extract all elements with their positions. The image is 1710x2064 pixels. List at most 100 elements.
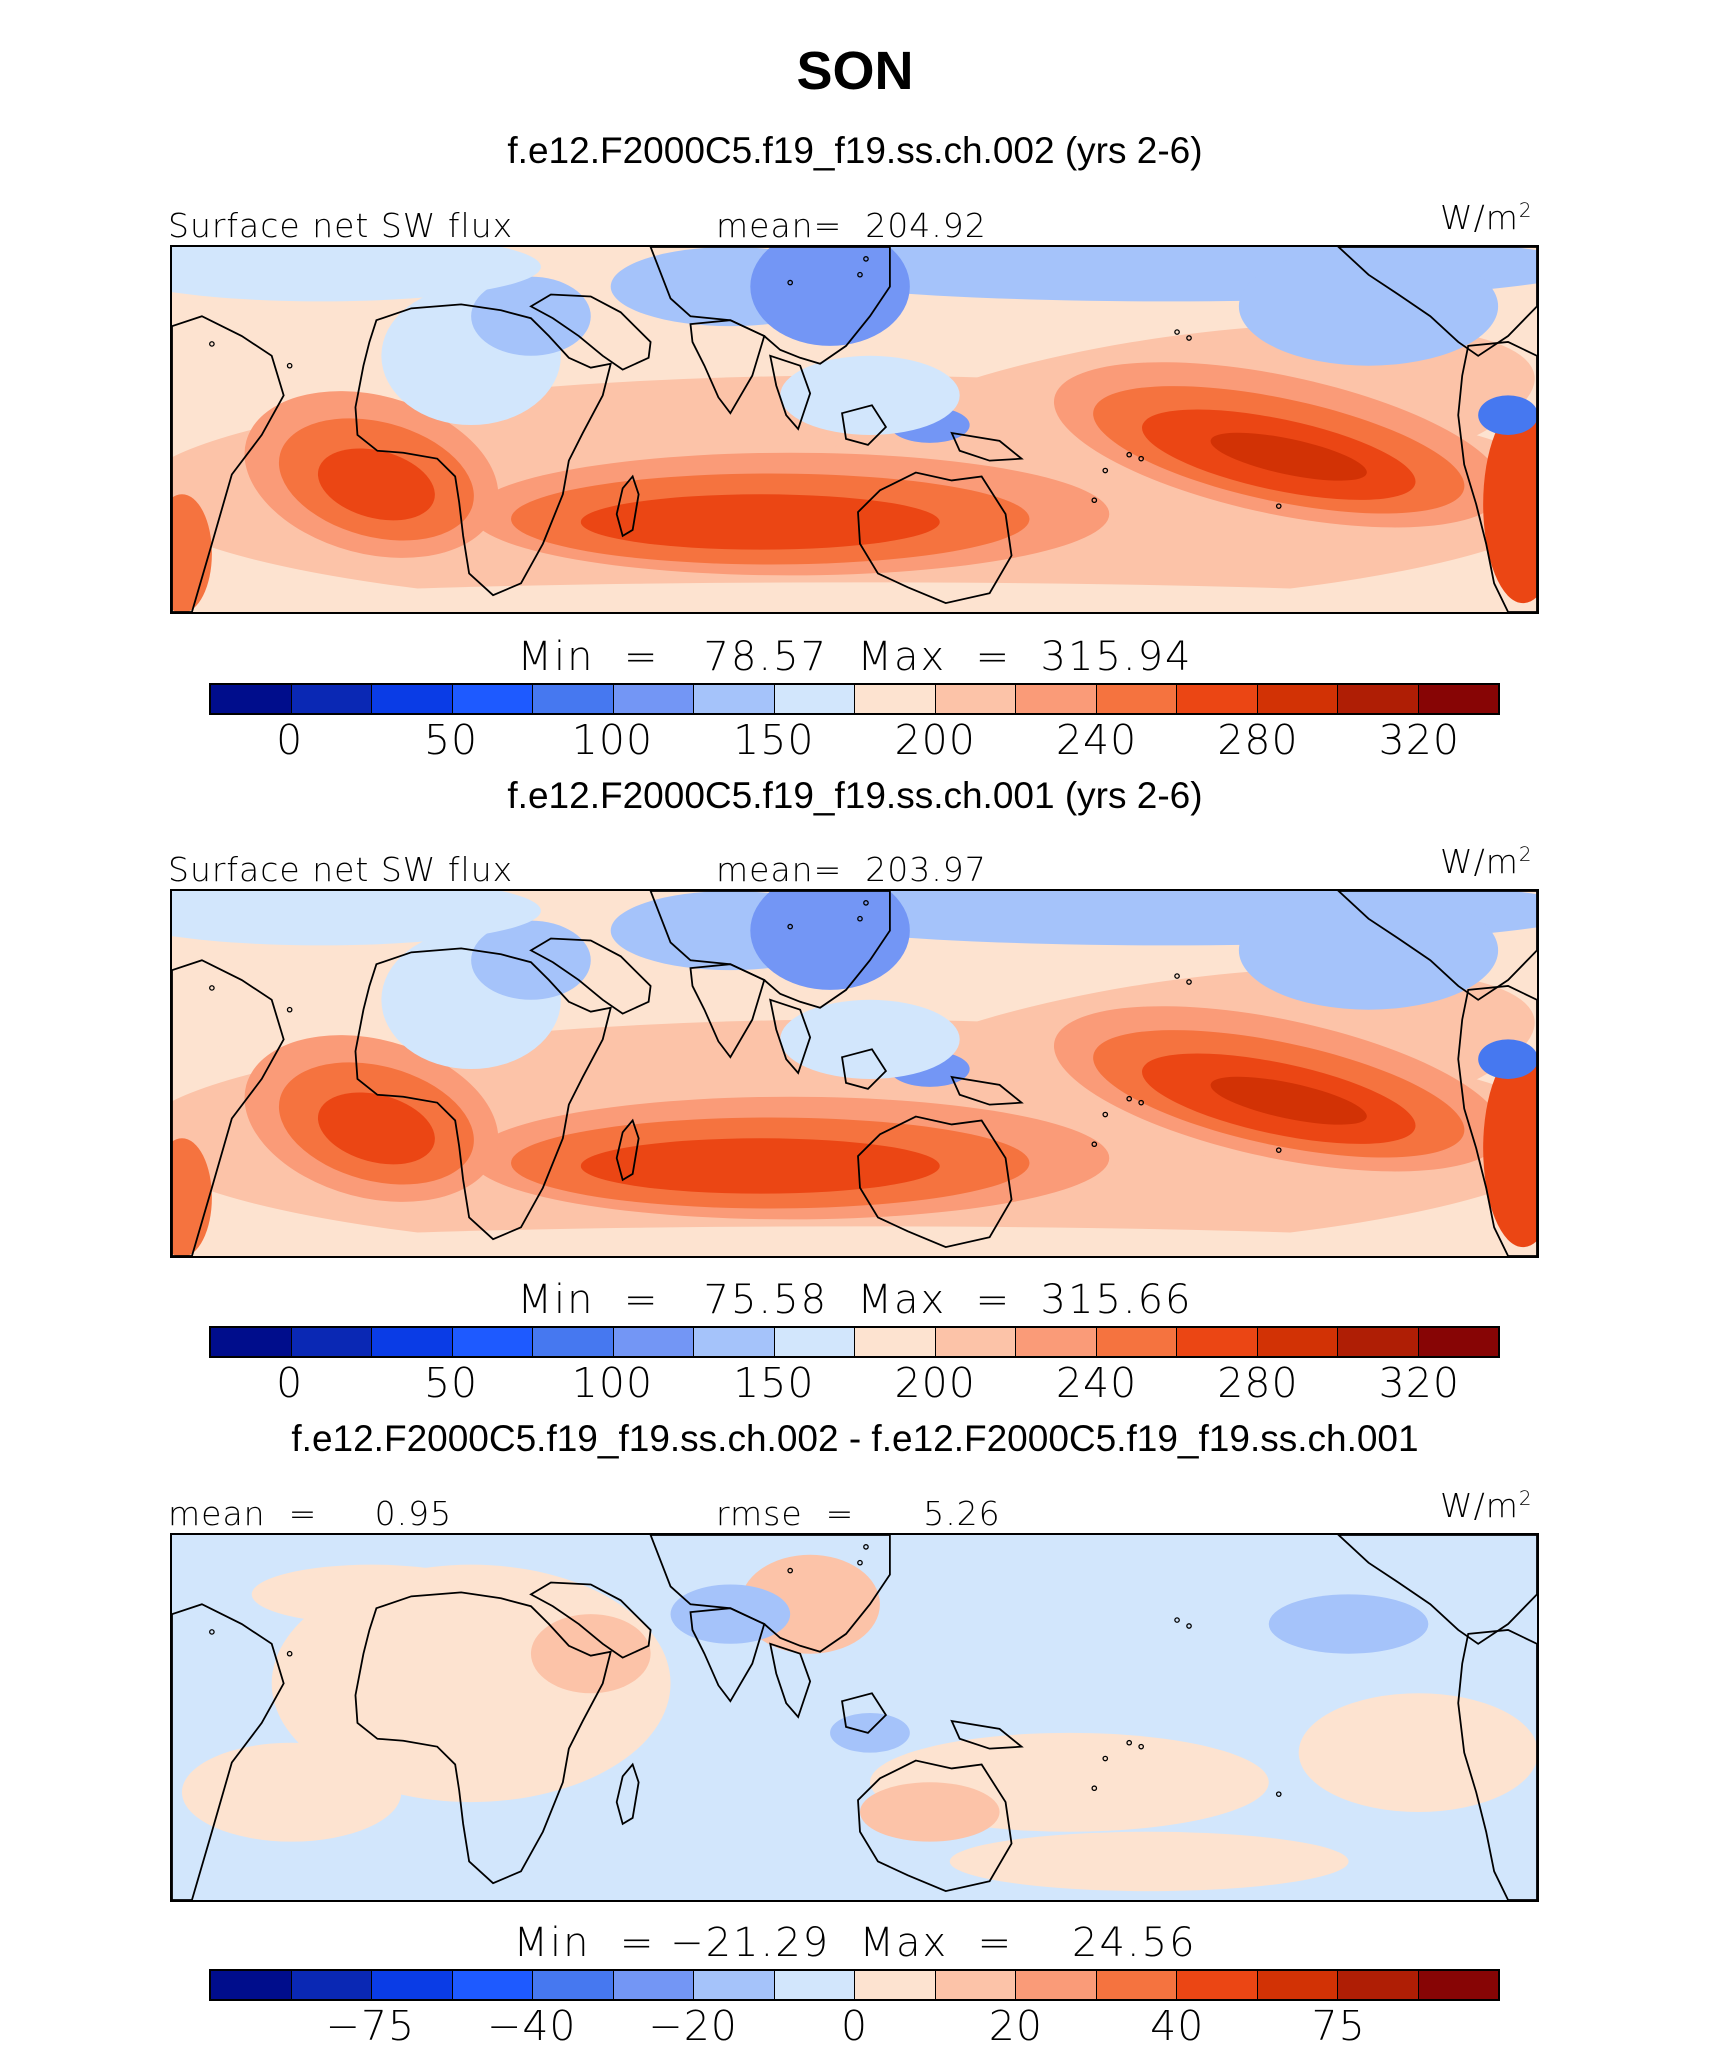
colorbar-bin [291, 685, 372, 713]
contour-region [1238, 891, 1499, 1010]
colorbar-bin [1418, 1328, 1498, 1356]
colorbar-tick-label: 280 [1217, 716, 1299, 764]
contour-region [859, 1782, 1000, 1842]
panel-1-colorbar-ticks: 0 50 100 150 200 240 280 320 [209, 716, 1500, 764]
contour-region [1483, 405, 1537, 604]
contour-region [1238, 247, 1499, 366]
island-outline [1126, 1739, 1133, 1746]
coastline [1457, 985, 1537, 1256]
colorbar-tick-label: 100 [571, 1359, 654, 1407]
contour-region [580, 494, 940, 550]
coastline [615, 1762, 640, 1826]
contour-region [1210, 432, 1367, 481]
coastline [769, 998, 812, 1075]
colorbar-bin [613, 1971, 694, 1999]
colorbar-bin [1257, 1328, 1338, 1356]
coastline [857, 471, 1013, 605]
panel-2-case-title: f.e12.F2000C5.f19_f19.ss.ch.001 (yrs 2-6… [507, 775, 1203, 816]
colorbar-bin [935, 685, 1016, 713]
coastline [615, 1118, 640, 1182]
coastline [950, 1719, 1024, 1750]
colorbar-bin [1177, 1971, 1258, 1999]
contour-region [780, 355, 960, 435]
contour-region [949, 1831, 1349, 1892]
colorbar-bin [1338, 1971, 1419, 1999]
panel-2-map [170, 889, 1539, 1258]
colorbar-tick-label: 50 [423, 716, 479, 764]
panel-3-units-label: W/m2 [1440, 1486, 1533, 1525]
panel-1-variable-label: Surface net SW flux [168, 206, 514, 245]
island-outline [209, 341, 215, 347]
panel-2-variable-label: Surface net SW flux [168, 850, 514, 889]
island-outline [863, 256, 869, 262]
colorbar-bin [1016, 685, 1097, 713]
coastline [649, 247, 891, 365]
contour-region [181, 1742, 402, 1842]
panel-2-colorbar-ticks: 0 50 100 150 200 240 280 320 [209, 1359, 1500, 1407]
contour-region [471, 920, 591, 1000]
island-outline [1174, 973, 1180, 979]
coastline [649, 891, 891, 1009]
coastline [172, 1603, 285, 1900]
contour-region [511, 1792, 831, 1872]
map-canvas [172, 891, 1537, 1256]
island-outline [1186, 1623, 1192, 1629]
contour-region [1210, 1076, 1367, 1125]
coastline [1457, 341, 1537, 612]
figure-title: SON [796, 41, 914, 101]
contour-region [172, 582, 1537, 612]
coastline [1457, 1629, 1537, 1900]
panel-3-minmax: Min = −21.29 Max = 24.56 [513, 1920, 1197, 1966]
contour-region [317, 448, 435, 521]
panel-1-units-label: W/m2 [1440, 198, 1533, 237]
panel-3-colorbar-ticks: −75 −40 −20 0 20 40 75 [209, 2002, 1500, 2050]
coastline [354, 303, 612, 597]
coastline [615, 474, 640, 538]
colorbar-tick-label: −75 [325, 2002, 416, 2050]
island-outline [857, 1559, 863, 1566]
colorbar-bin [1016, 1971, 1097, 1999]
colorbar-tick-label: 0 [276, 1359, 304, 1407]
island-outline [1102, 1755, 1109, 1762]
contour-region [1268, 1594, 1429, 1654]
colorbar-tick-label: 0 [840, 2002, 869, 2050]
panel-3-map [170, 1533, 1539, 1902]
panel-1-map [170, 245, 1539, 614]
colorbar-bin [774, 1971, 855, 1999]
colorbar-bin [1257, 1971, 1338, 1999]
colorbar-tick-label: 20 [988, 2002, 1043, 2050]
island-outline [209, 985, 215, 991]
colorbar-bin [1177, 685, 1258, 713]
colorbar-tick-label: 50 [423, 1359, 479, 1407]
colorbar-bin [372, 1971, 453, 1999]
island-outline [863, 900, 869, 906]
coastline [529, 937, 652, 1015]
contour-region [1483, 1049, 1537, 1248]
island-outline [1174, 329, 1180, 335]
panel-3-rmse-label: rmse = 5.26 [716, 1494, 1001, 1533]
coastline [354, 1591, 612, 1885]
colorbar-tick-label: 240 [1055, 716, 1138, 764]
island-outline [787, 1567, 794, 1574]
colorbar-bin [1257, 685, 1338, 713]
island-outline [857, 915, 863, 922]
coastline [769, 1642, 812, 1719]
island-outline [863, 1544, 869, 1550]
island-outline [1091, 1785, 1098, 1792]
coastline [172, 315, 285, 612]
colorbar-tick-label: 240 [1055, 1359, 1138, 1407]
coastline [769, 354, 812, 431]
colorbar-tick-label: 200 [894, 1359, 976, 1407]
coastline [950, 1075, 1024, 1106]
coastline [950, 431, 1024, 462]
island-outline [1138, 455, 1145, 462]
panel-3-case-title: f.e12.F2000C5.f19_f19.ss.ch.002 - f.e12.… [291, 1418, 1419, 1459]
contour-region [1478, 395, 1537, 435]
panel-2-mean-label: mean= 203.97 [716, 850, 987, 889]
coastline [529, 293, 652, 371]
colorbar-tick-label: 200 [894, 716, 976, 764]
colorbar-bin [1418, 685, 1498, 713]
island-outline [1186, 979, 1192, 985]
colorbar-tick-label: −20 [648, 2002, 738, 2050]
island-outline [1102, 467, 1109, 474]
